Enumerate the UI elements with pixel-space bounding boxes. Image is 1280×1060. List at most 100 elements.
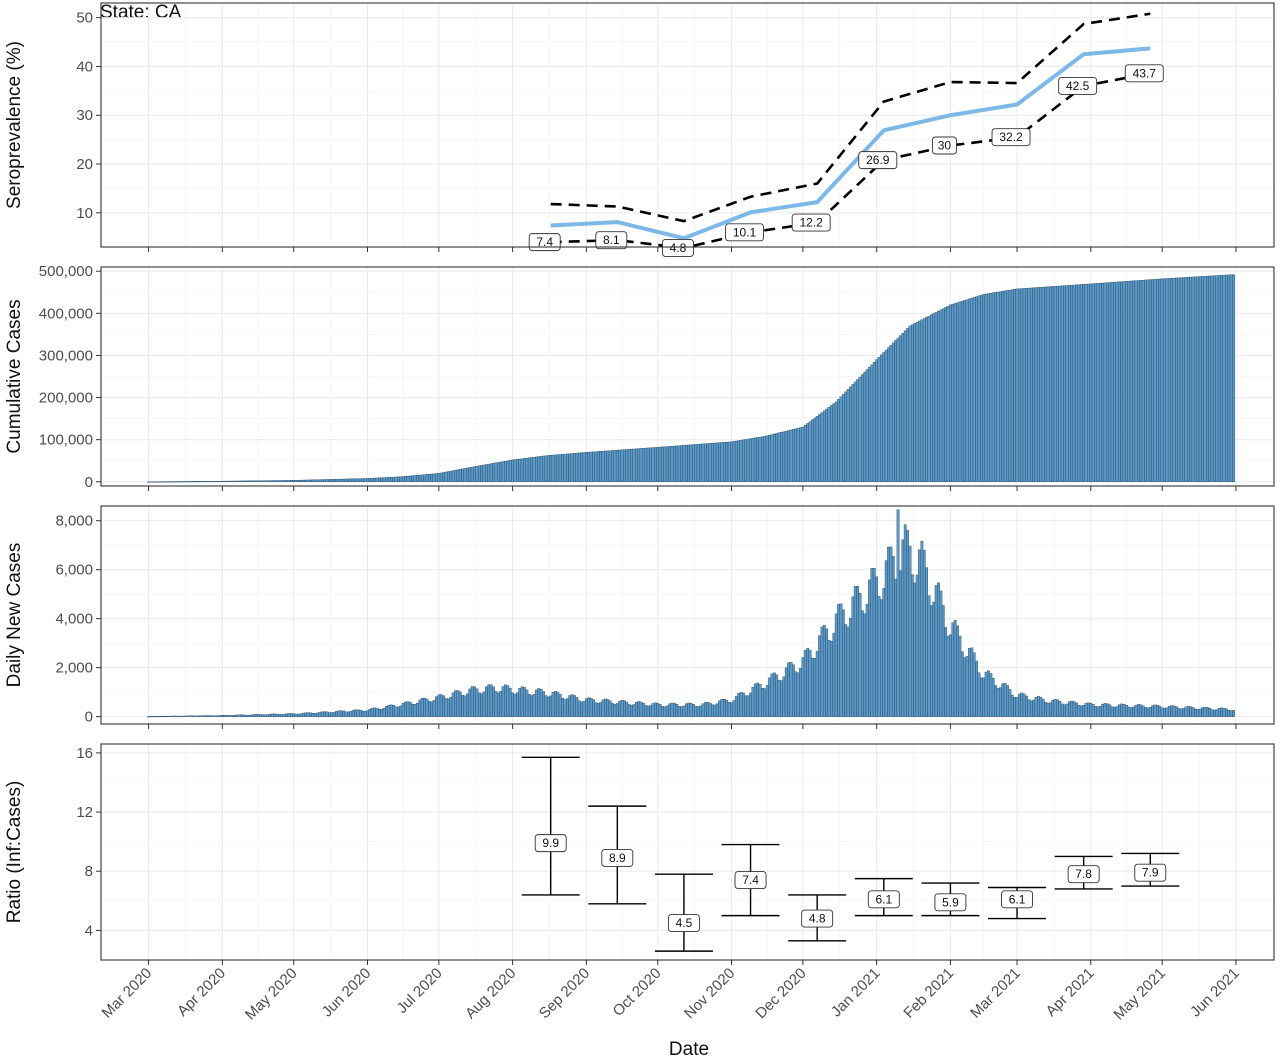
bar: [689, 444, 693, 482]
bar: [342, 710, 346, 717]
bar: [801, 426, 805, 482]
bar: [932, 601, 936, 717]
bar: [646, 705, 650, 717]
y-tick-label: 40: [76, 58, 93, 75]
bar: [1151, 279, 1155, 482]
bar: [1191, 707, 1195, 717]
bar: [630, 448, 633, 482]
bar: [670, 446, 674, 482]
bar: [1010, 289, 1014, 482]
bar: [280, 480, 284, 482]
bar: [941, 605, 945, 717]
bar: [765, 435, 769, 482]
daily-new-cases-bars: [147, 509, 1235, 718]
bar: [882, 588, 886, 717]
bar: [1196, 276, 1200, 482]
bar: [977, 295, 981, 482]
bar: [644, 705, 648, 717]
x-tick-label: Nov 2020: [681, 965, 738, 1022]
bar: [1148, 707, 1152, 717]
bar: [915, 574, 919, 717]
bar: [865, 603, 869, 717]
y-axis-label: Daily New Cases: [4, 543, 25, 688]
bar: [906, 328, 909, 482]
bar: [261, 480, 265, 482]
bar: [380, 708, 384, 717]
data-label: 7.4: [742, 873, 759, 887]
bar: [458, 469, 462, 482]
bar: [594, 702, 598, 717]
bar: [768, 434, 771, 482]
grid: [101, 506, 1274, 724]
bar: [425, 474, 429, 482]
bar: [753, 683, 757, 717]
bar: [401, 476, 405, 482]
x-tick-label: May 2021: [1110, 965, 1169, 1024]
bar: [1084, 703, 1088, 717]
bar: [1103, 282, 1107, 482]
y-axis: 4 8 12 16: [76, 745, 1237, 965]
bar: [951, 622, 955, 717]
bar: [230, 715, 234, 717]
y-tick-label: 30: [76, 107, 93, 124]
bar: [749, 692, 752, 717]
x-tick-label: Oct 2020: [610, 965, 665, 1020]
bar: [887, 347, 890, 482]
bar: [328, 712, 331, 717]
bar: [228, 715, 231, 717]
bar: [944, 627, 948, 717]
bar: [518, 688, 522, 717]
bar: [558, 694, 562, 717]
bar: [656, 447, 660, 482]
bar: [780, 680, 783, 717]
bar: [596, 703, 600, 717]
data-label: 7.9: [1142, 866, 1159, 880]
bar: [1179, 708, 1183, 717]
bar: [549, 455, 553, 482]
bar: [825, 628, 829, 717]
bar: [1060, 703, 1064, 717]
bar: [639, 448, 643, 482]
bar: [989, 293, 993, 482]
bar: [727, 441, 731, 482]
bar: [563, 699, 567, 717]
bar: [423, 697, 426, 717]
bar: [1113, 706, 1116, 717]
y-axis-label: Cumulative Cases: [4, 299, 25, 453]
bar: [385, 477, 388, 482]
bar: [235, 714, 238, 717]
data-label-box: [858, 151, 898, 170]
bar: [1056, 699, 1059, 717]
bar: [901, 333, 905, 482]
bar: [294, 480, 298, 482]
bar: [884, 349, 888, 482]
bar: [708, 443, 712, 482]
bar: [608, 450, 612, 482]
bar: [577, 700, 581, 717]
bar: [375, 707, 379, 717]
bar: [411, 475, 415, 482]
bar: [913, 323, 917, 482]
y-tick-label: 4: [85, 922, 93, 939]
x-tick-label: Apr 2020: [174, 965, 229, 1020]
bar: [499, 691, 503, 717]
bar: [275, 713, 279, 717]
bar: [1229, 274, 1233, 482]
bar: [1015, 697, 1019, 717]
x-axis-label: Date: [669, 1039, 709, 1060]
bar: [863, 613, 867, 717]
bar: [339, 710, 343, 717]
bar: [468, 467, 472, 482]
bar: [373, 707, 376, 717]
data-label: 5.9: [942, 895, 959, 909]
bar: [411, 703, 415, 717]
bar: [908, 545, 912, 717]
bar: [470, 466, 474, 482]
x-tick-label: Mar 2020: [99, 965, 156, 1022]
bar: [899, 335, 902, 482]
bar: [480, 465, 484, 482]
data-label: 4.5: [676, 916, 693, 930]
bar: [423, 474, 426, 482]
bar: [825, 408, 829, 482]
bar: [1144, 707, 1147, 717]
